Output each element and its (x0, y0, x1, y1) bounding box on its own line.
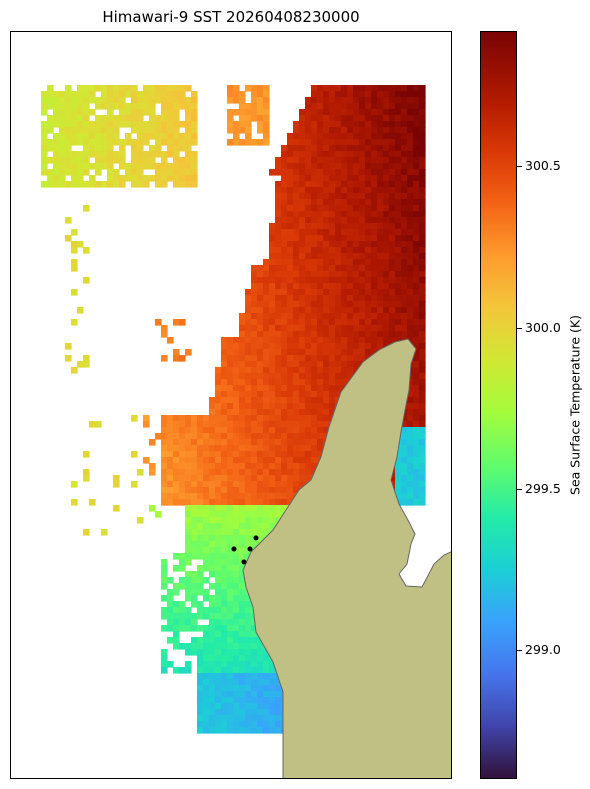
station-marker[interactable] (253, 535, 259, 541)
sst-map[interactable] (10, 31, 452, 779)
map-title: Himawari-9 SST 20260408230000 (102, 8, 360, 26)
colorbar-tick-label: 299.5 (525, 480, 561, 496)
station-markers (231, 535, 259, 565)
colorbar-tick-label: 299.0 (525, 642, 561, 658)
station-marker[interactable] (247, 546, 253, 552)
station-marker[interactable] (241, 559, 247, 565)
colorbar-tick-label: 300.0 (525, 319, 561, 335)
colorbar-tick (517, 650, 522, 652)
colorbar-tick (517, 488, 522, 490)
sst-grid (41, 85, 426, 734)
colorbar-tick-label: 300.5 (525, 158, 561, 174)
station-marker[interactable] (231, 546, 237, 552)
land-mass (242, 338, 451, 778)
colorbar-tick (517, 166, 522, 168)
colorbar (480, 31, 517, 779)
colorbar-tick (517, 327, 522, 329)
map-canvas (41, 85, 451, 778)
colorbar-label: Sea Surface Temperature (K) (567, 315, 583, 495)
